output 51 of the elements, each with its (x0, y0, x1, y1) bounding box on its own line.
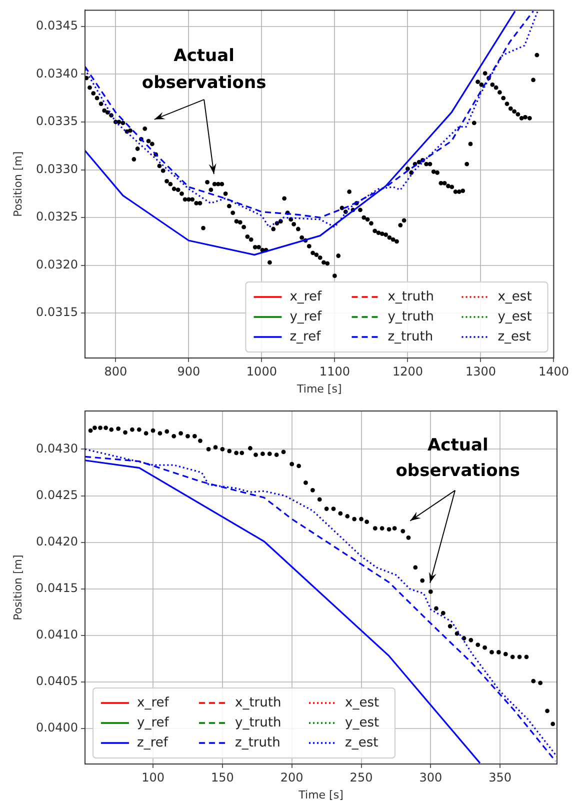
y-axis-title: Position [m] (11, 554, 24, 620)
legend-label: x_ref (137, 695, 170, 710)
legend-label: x_truth (235, 695, 282, 710)
y-tick-label: 0.0410 (36, 628, 78, 642)
legend-label: y_truth (235, 715, 282, 730)
legend-label: z_est (498, 329, 531, 344)
y-tick-label: 0.0345 (36, 18, 78, 33)
legend-label: y_est (345, 715, 380, 730)
x-tick-label: 200 (280, 770, 304, 784)
x-tick-label: 150 (210, 770, 234, 784)
legend-label: y_est (498, 309, 532, 324)
y-tick-label: 0.0430 (36, 441, 78, 456)
x-axis-title: Time [s] (298, 788, 344, 802)
x-tick-label: 1300 (465, 364, 496, 378)
x-axis-title: Time [s] (296, 382, 342, 396)
annotation: Actual observations (396, 436, 520, 481)
x-tick-label: 300 (419, 770, 442, 784)
y-tick-label: 0.0315 (36, 305, 78, 320)
y-tick-label: 0.0330 (36, 162, 78, 176)
x-tick-label: 1200 (392, 364, 423, 378)
x-tick-label: 1400 (538, 364, 570, 378)
y-tick-label: 0.0325 (36, 210, 78, 224)
y-tick-label: 0.0340 (36, 66, 78, 80)
y-tick-label: 0.0320 (36, 257, 78, 272)
legend-label: y_ref (137, 715, 170, 730)
y-tick-label: 0.0425 (36, 488, 78, 502)
x-tick-label: 1000 (246, 364, 277, 378)
annotation: Actual observations (142, 46, 266, 94)
legend-label: z_truth (235, 735, 280, 750)
legend-label: x_ref (290, 289, 322, 304)
x-tick-label: 100 (142, 770, 164, 784)
y-tick-label: 0.0400 (36, 720, 78, 735)
legend-label: y_truth (388, 309, 434, 324)
legend-label: y_ref (290, 309, 322, 324)
y-axis-title: Position [m] (11, 151, 24, 217)
legend-label: z_truth (388, 329, 434, 344)
x-tick-label: 250 (350, 770, 373, 784)
legend-label: x_truth (388, 289, 434, 304)
x-tick-label: 1100 (319, 364, 350, 378)
y-tick-label: 0.0405 (36, 674, 78, 688)
legend-label: z_ref (137, 735, 168, 750)
legend-label: x_est (498, 289, 532, 304)
x-tick-label: 900 (177, 364, 200, 378)
legend-label: z_est (345, 735, 378, 750)
y-tick-label: 0.0420 (36, 534, 78, 548)
x-tick-label: 800 (104, 364, 128, 378)
y-tick-label: 0.0335 (36, 114, 78, 128)
legend-label: z_ref (290, 329, 322, 344)
legend-label: x_est (345, 695, 380, 710)
x-tick-label: 350 (488, 770, 512, 784)
y-tick-label: 0.0415 (36, 581, 78, 596)
